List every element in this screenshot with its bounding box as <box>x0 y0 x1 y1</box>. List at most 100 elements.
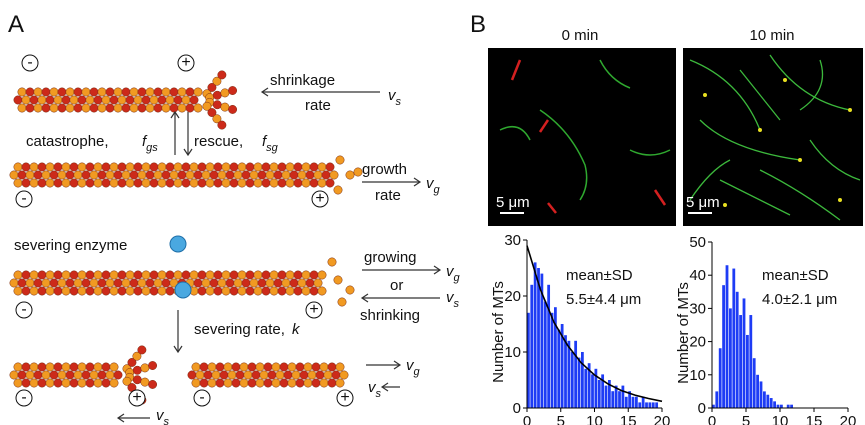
tubulin <box>29 378 39 388</box>
tubulin <box>122 376 132 386</box>
minus-end: - <box>21 301 26 318</box>
tubulin <box>305 278 315 288</box>
tubulin <box>245 162 255 172</box>
tubulin <box>141 286 151 296</box>
bar <box>651 402 655 408</box>
label: rate <box>375 187 401 204</box>
tubulin <box>333 275 343 285</box>
tubulin <box>21 362 31 372</box>
tubulin <box>197 162 207 172</box>
tubulin <box>49 170 59 180</box>
tubulin <box>85 286 95 296</box>
y-tick-label: 0 <box>513 400 521 417</box>
tubulin <box>227 370 237 380</box>
tubulin <box>37 95 47 105</box>
tubulin <box>253 162 263 172</box>
tubulin <box>235 370 245 380</box>
tubulin <box>77 270 87 280</box>
tubulin <box>287 362 297 372</box>
tubulin <box>287 378 297 388</box>
plus-end: + <box>315 190 324 207</box>
bar <box>715 391 719 408</box>
fit-curve <box>526 245 663 403</box>
tubulin <box>113 103 123 113</box>
tubulin <box>113 87 123 97</box>
tubulin <box>93 362 103 372</box>
tubulin <box>279 378 289 388</box>
velocity: vg <box>426 175 441 196</box>
tubulin <box>93 270 103 280</box>
tubulin <box>25 87 35 97</box>
tubulin <box>157 286 167 296</box>
tubulin <box>69 178 79 188</box>
bar <box>735 291 739 408</box>
tubulin <box>309 178 319 188</box>
tubulin <box>21 378 31 388</box>
tubulin <box>17 103 27 113</box>
tubulin <box>33 170 43 180</box>
tubulin <box>303 378 313 388</box>
tubulin <box>259 370 269 380</box>
tubulin <box>327 378 337 388</box>
tubulin <box>228 105 238 114</box>
bar <box>574 340 578 408</box>
label: severing rate, <box>194 321 285 338</box>
tubulin <box>263 378 273 388</box>
tubulin <box>213 162 223 172</box>
tubulin <box>61 162 71 172</box>
bar <box>759 381 763 408</box>
bar <box>635 396 638 408</box>
tubulin <box>189 270 199 280</box>
tubulin <box>117 162 127 172</box>
tubulin <box>197 270 207 280</box>
tubulin <box>61 378 71 388</box>
tubulin <box>220 88 230 98</box>
tubulin <box>293 162 303 172</box>
tubulin <box>121 278 131 288</box>
tubulin <box>335 378 345 388</box>
x-tick-label: 15 <box>806 413 823 425</box>
tubulin <box>251 370 261 380</box>
tubulin <box>85 95 95 105</box>
tubulin <box>105 370 115 380</box>
tubulin <box>237 162 247 172</box>
tubulin <box>315 370 325 380</box>
tubulin <box>327 257 337 267</box>
tubulin <box>49 87 59 97</box>
tubulin <box>17 87 27 97</box>
tubulin <box>41 87 51 97</box>
tubulin <box>247 378 257 388</box>
tubulin <box>281 278 291 288</box>
tubulin <box>37 178 47 188</box>
tubulin <box>311 378 321 388</box>
tubulin <box>261 286 271 296</box>
tubulin <box>153 87 163 97</box>
tubulin <box>267 370 277 380</box>
x-tick-label: 15 <box>620 413 637 425</box>
tubulin <box>173 95 183 105</box>
bar <box>638 402 642 408</box>
tubulin <box>49 278 59 288</box>
bar <box>618 391 621 408</box>
tubulin <box>165 95 175 105</box>
tubulin <box>121 103 131 113</box>
tubulin <box>223 378 233 388</box>
bar <box>570 352 574 408</box>
tubulin <box>45 162 55 172</box>
tubulin <box>9 170 19 180</box>
bar <box>780 404 783 408</box>
bar <box>587 363 591 408</box>
tubulin <box>133 162 143 172</box>
bar <box>597 380 601 408</box>
y-tick-label: 50 <box>689 234 706 251</box>
tubulin <box>13 362 23 372</box>
tubulin <box>141 178 151 188</box>
tubulin <box>57 170 67 180</box>
tubulin <box>271 362 281 372</box>
tubulin <box>305 170 315 180</box>
tubulin <box>153 103 163 113</box>
tubulin <box>97 278 107 288</box>
tubulin <box>89 370 99 380</box>
tubulin <box>345 285 355 295</box>
tubulin <box>69 95 79 105</box>
